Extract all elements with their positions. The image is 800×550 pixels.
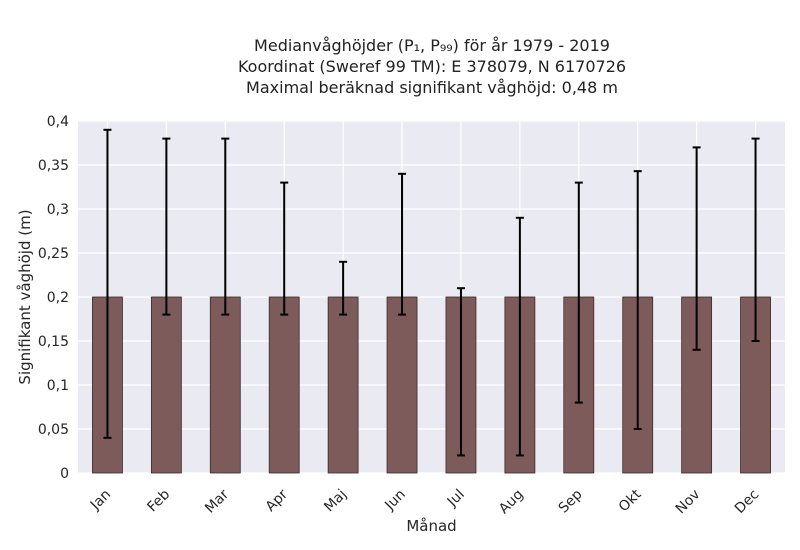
error-bars [103, 128, 760, 457]
x-axis-label: Månad [406, 517, 456, 535]
x-tick-label: Jun [381, 487, 408, 514]
y-tick-label: 0,4 [47, 114, 69, 130]
error-bar-mar [221, 137, 230, 316]
error-bar-maj [339, 260, 348, 316]
chart-title: Medianvåghöjder (P₁, P₉₉) för år 1979 - … [238, 36, 626, 97]
error-bar-aug [515, 216, 524, 457]
error-bar-dec [751, 137, 760, 342]
bar-apr [268, 296, 300, 474]
chart-title-line: Koordinat (Sweref 99 TM): E 378079, N 61… [238, 57, 626, 76]
y-tick-label: 0,25 [38, 246, 69, 262]
error-bar-nov [692, 146, 701, 351]
y-tick-label: 0 [60, 466, 69, 482]
chart-title-line: Medianvåghöjder (P₁, P₉₉) för år 1979 - … [254, 36, 610, 55]
error-bar-okt [633, 170, 642, 430]
y-tick-label: 0,15 [38, 334, 69, 350]
bar-jun [386, 296, 418, 474]
x-tick-label: Okt [616, 486, 645, 515]
chart-title-line: Maximal beräknad signifikant våghöjd: 0,… [246, 78, 618, 97]
x-tick-label: Jul [444, 487, 468, 511]
x-tick-label: Apr [263, 486, 292, 515]
x-tick-label: Dec [732, 487, 762, 517]
x-tick-label: Mar [202, 486, 232, 516]
x-tick-label: Sep [556, 486, 586, 516]
x-tick-label: Nov [673, 487, 704, 518]
error-bar-jun [398, 172, 407, 316]
bar-mar [209, 296, 241, 474]
error-bar-jul [456, 287, 465, 457]
y-tick-label: 0,35 [38, 158, 69, 174]
error-bar-sep [574, 181, 583, 404]
x-tick-label: Feb [144, 486, 173, 515]
error-bar-apr [280, 181, 289, 316]
y-tick-label: 0,1 [47, 378, 69, 394]
y-axis-ticks: 0 0,05 0,1 0,15 0,2 0,25 0,3 0,35 0,4 [38, 114, 69, 482]
error-bar-jan [103, 128, 112, 439]
x-tick-label: Aug [496, 487, 527, 518]
bar-maj [327, 296, 359, 474]
y-tick-label: 0,05 [38, 422, 69, 438]
y-tick-label: 0,3 [47, 202, 69, 218]
x-tick-label: Maj [321, 487, 350, 516]
x-axis-ticks: Jan Feb Mar Apr Maj Jun Jul Aug Sep Okt Nov Dec [87, 486, 762, 517]
y-tick-label: 0,2 [47, 290, 69, 306]
error-bar-feb [162, 137, 171, 316]
bar-feb [150, 296, 182, 474]
x-tick-label: Jan [87, 487, 114, 514]
y-axis-label: Signifikant våghöjd (m) [16, 209, 34, 384]
